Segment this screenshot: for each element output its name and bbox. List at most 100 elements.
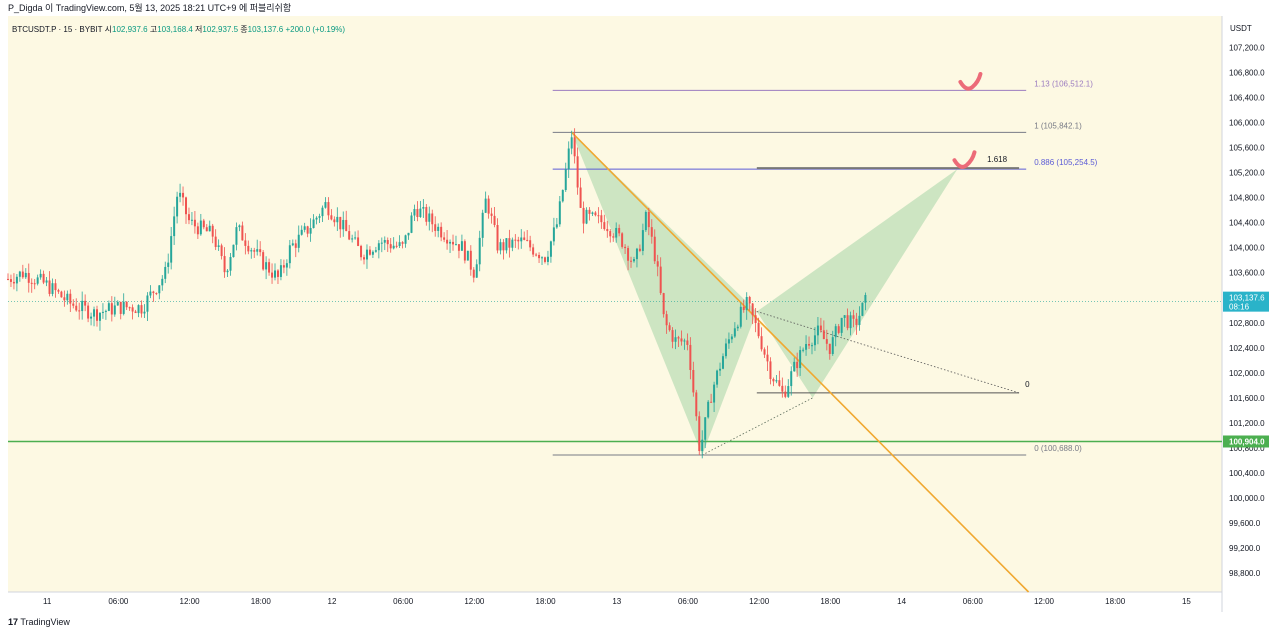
candle-body	[285, 263, 288, 268]
candle-body	[671, 330, 674, 342]
candle	[137, 304, 140, 318]
candle-body	[170, 236, 173, 263]
currency-unit[interactable]: USDT	[1230, 24, 1252, 33]
candle	[769, 357, 772, 385]
candle	[93, 306, 96, 327]
candle	[828, 343, 831, 360]
candle	[60, 290, 63, 298]
candle	[751, 302, 754, 325]
fib-label-2: 0.886 (105,254.5)	[1034, 158, 1097, 167]
candle	[51, 278, 54, 297]
candle-body	[582, 207, 585, 224]
candle	[630, 256, 633, 268]
candle	[541, 256, 544, 266]
candle	[784, 385, 787, 399]
candle	[802, 347, 805, 353]
candle-body	[852, 315, 855, 319]
candle-body	[573, 137, 576, 157]
candle	[668, 322, 671, 332]
legend-symbol[interactable]: BTCUSDT.P · 15 · BYBIT	[12, 25, 103, 34]
candle	[410, 212, 413, 234]
legend-close-label: 종	[240, 25, 248, 34]
candle	[805, 335, 808, 356]
candle	[161, 275, 164, 291]
candle-body	[816, 325, 819, 336]
candle-body	[704, 417, 707, 440]
candle	[591, 211, 594, 217]
candle-body	[630, 260, 633, 262]
candle-body	[659, 266, 662, 294]
pattern-bcd-triangle	[756, 169, 958, 398]
candle	[437, 223, 440, 238]
candle	[235, 222, 238, 251]
candle	[398, 235, 401, 249]
candle-body	[674, 337, 677, 342]
candle-body	[167, 262, 170, 267]
candle-body	[481, 212, 484, 238]
candle-body	[223, 256, 226, 273]
candle	[721, 353, 724, 370]
candle-body	[380, 242, 383, 244]
candle-body	[392, 245, 395, 249]
candle-body	[457, 244, 460, 251]
candle-body	[217, 245, 220, 247]
candle-body	[84, 300, 87, 306]
candle	[327, 197, 330, 220]
candle-body	[864, 295, 867, 303]
candle	[122, 293, 125, 316]
candle-body	[214, 236, 217, 247]
candle	[472, 267, 475, 283]
candle-body	[656, 261, 659, 267]
x-tick-label: 18:00	[251, 597, 272, 606]
x-tick-label: 11	[43, 597, 52, 606]
candle-body	[597, 215, 600, 217]
candle	[75, 298, 78, 312]
candle	[505, 238, 508, 254]
candle	[279, 259, 282, 281]
candle-body	[282, 265, 285, 268]
y-tick-label: 102,000.0	[1229, 369, 1265, 378]
candle	[736, 324, 739, 332]
candle-body	[39, 273, 42, 278]
candle	[597, 207, 600, 224]
candle-body	[7, 278, 9, 280]
candle	[609, 229, 612, 243]
legend-high-label: 고	[149, 25, 158, 34]
candle-body	[546, 256, 549, 262]
candle	[724, 338, 727, 359]
candle-body	[113, 305, 116, 315]
candle	[621, 232, 624, 249]
candle-body	[107, 303, 110, 311]
level-1618-label: 1.618	[987, 155, 1008, 164]
chart-area[interactable]: 1.13 (106,512.1) 1 (105,842.1) 0.886 (105,…	[0, 16, 1280, 612]
candle	[256, 239, 259, 256]
y-tick-label: 104,800.0	[1229, 194, 1265, 203]
candle-body	[644, 212, 647, 231]
legend-open-label: 시	[104, 25, 113, 34]
support-price-badge: 100,904.0	[1223, 435, 1269, 448]
candle-body	[238, 225, 241, 228]
candle	[558, 196, 561, 227]
fib-label-0: 1.13 (106,512.1)	[1034, 79, 1093, 88]
candle	[48, 271, 51, 297]
y-tick-label: 100,800.0	[1229, 444, 1265, 453]
candle-body	[452, 241, 455, 245]
candle-body	[552, 227, 555, 242]
candle-body	[291, 243, 294, 246]
candle-body	[650, 227, 653, 237]
candle	[790, 366, 793, 396]
footer-brand[interactable]: TradingView	[20, 617, 70, 627]
price-chart[interactable]: 1.13 (106,512.1) 1 (105,842.1) 0.886 (105,…	[0, 16, 1280, 612]
candle	[680, 330, 683, 346]
candle-body	[422, 207, 425, 209]
candle	[98, 312, 101, 331]
candle-body	[736, 326, 739, 329]
candle	[321, 205, 324, 222]
candle	[460, 234, 463, 251]
candle-body	[101, 311, 104, 313]
candle-body	[119, 301, 122, 314]
candle	[469, 245, 472, 276]
candle-body	[618, 227, 621, 234]
candle	[90, 312, 93, 326]
candle	[324, 197, 327, 209]
